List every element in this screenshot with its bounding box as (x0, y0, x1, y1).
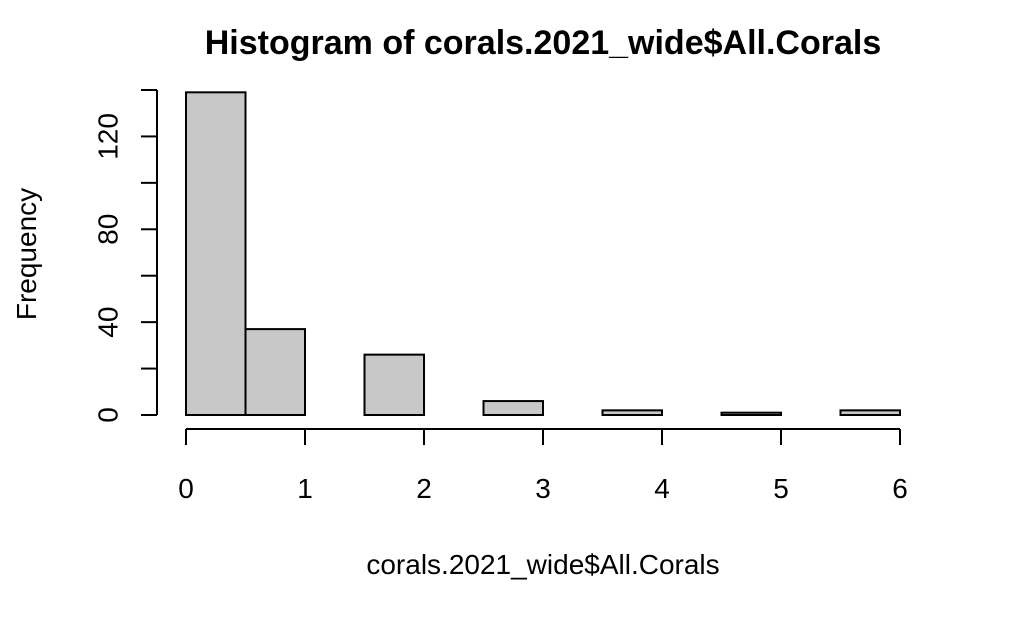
bars-group (185, 91, 901, 417)
histogram-bar-11 (839, 409, 901, 417)
y-axis-label: Frequency (11, 188, 42, 320)
y-tick-label-120: 120 (93, 113, 124, 160)
x-axis-label: corals.2021_wide$All.Corals (366, 549, 719, 580)
y-axis: 0 40 80 120 (93, 89, 158, 423)
histogram-bar-5 (482, 400, 544, 417)
x-tick-label-4: 4 (654, 473, 670, 504)
histogram-bar-7 (601, 409, 663, 417)
histogram-bar-0 (185, 91, 247, 416)
y-tick-label-40: 40 (93, 307, 124, 338)
x-tick-label-5: 5 (773, 473, 789, 504)
y-tick-label-0: 0 (93, 407, 124, 423)
x-tick-label-2: 2 (416, 473, 432, 504)
y-tick-label-80: 80 (93, 214, 124, 245)
x-tick-label-0: 0 (178, 473, 194, 504)
histogram-bar-9 (720, 411, 782, 416)
x-axis: 0 1 2 3 4 5 6 (178, 428, 908, 504)
x-tick-label-3: 3 (535, 473, 551, 504)
x-tick-label-6: 6 (892, 473, 908, 504)
x-tick-label-1: 1 (297, 473, 313, 504)
chart-title: Histogram of corals.2021_wide$All.Corals (205, 24, 881, 62)
histogram-bar-3 (363, 353, 425, 416)
histogram-bar-1 (244, 328, 306, 417)
